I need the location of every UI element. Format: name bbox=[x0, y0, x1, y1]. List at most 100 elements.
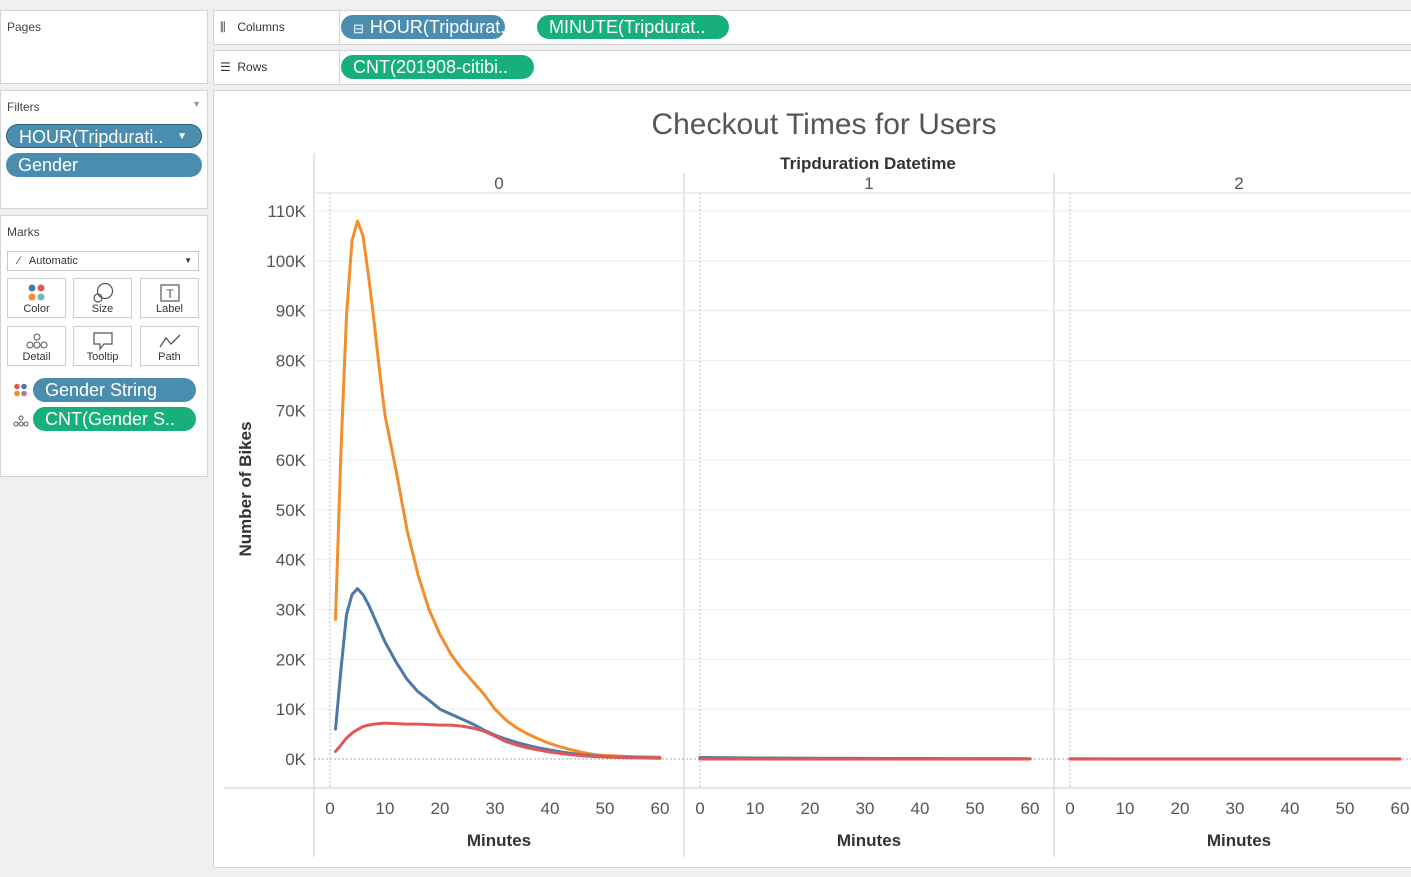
columns-label-text: Columns bbox=[237, 20, 285, 34]
path-icon bbox=[141, 330, 198, 352]
y-tick-label: 10K bbox=[276, 700, 307, 719]
column-header-title: Tripduration Datetime bbox=[780, 154, 956, 173]
x-tick-label: 30 bbox=[486, 799, 505, 818]
y-tick-label: 70K bbox=[276, 401, 307, 420]
color-button[interactable]: Color bbox=[7, 278, 66, 318]
filters-label: Filters bbox=[7, 100, 40, 114]
x-tick-label: 0 bbox=[695, 799, 704, 818]
color-button-label: Color bbox=[23, 303, 50, 315]
rows-icon: ☰ bbox=[220, 60, 231, 74]
detail-icon bbox=[8, 330, 65, 352]
filter-pill-hour[interactable]: HOUR(Tripdurati.. ▼ bbox=[6, 124, 202, 148]
size-button[interactable]: Size bbox=[73, 278, 132, 318]
path-button-label: Path bbox=[158, 351, 181, 363]
rows-pill-count-label: CNT(201908-citibi.. bbox=[353, 57, 509, 77]
x-tick-label: 10 bbox=[746, 799, 765, 818]
x-axis-title: Minutes bbox=[1207, 831, 1271, 850]
x-tick-label: 40 bbox=[541, 799, 560, 818]
collapse-icon[interactable]: ⊟ bbox=[353, 21, 364, 36]
color-field-icon bbox=[13, 383, 29, 402]
y-tick-label: 80K bbox=[276, 351, 307, 370]
line-chart: Checkout Times for Users Tripduration Da… bbox=[224, 108, 1411, 857]
series-line bbox=[334, 219, 662, 759]
columns-pill-hour[interactable]: ⊟ HOUR(Tripdurat.. bbox=[341, 15, 505, 39]
y-axis-title: Number of Bikes bbox=[236, 421, 255, 556]
pane-header-label: 0 bbox=[494, 174, 503, 193]
x-tick-label: 50 bbox=[596, 799, 615, 818]
pane-header-label: 1 bbox=[864, 174, 873, 193]
detail-field-icon bbox=[13, 414, 29, 432]
rows-pill-count[interactable]: CNT(201908-citibi.. bbox=[341, 55, 534, 79]
y-tick-label: 20K bbox=[276, 650, 307, 669]
line-mark-icon: ⁄ bbox=[18, 255, 20, 267]
columns-pill-minute-label: MINUTE(Tripdurat.. bbox=[549, 17, 706, 37]
y-tick-label: 40K bbox=[276, 551, 307, 570]
label-button-label: Label bbox=[156, 303, 183, 315]
tooltip-button[interactable]: Tooltip bbox=[73, 326, 132, 366]
x-tick-label: 0 bbox=[1065, 799, 1074, 818]
columns-icon: ⫼ bbox=[220, 20, 226, 34]
x-tick-label: 40 bbox=[911, 799, 930, 818]
y-tick-label: 90K bbox=[276, 302, 307, 321]
dropdown-arrow-icon[interactable]: ▼ bbox=[177, 131, 187, 142]
rows-shelf-label: ☰ Rows bbox=[220, 60, 267, 74]
chart-title: Checkout Times for Users bbox=[651, 108, 996, 141]
path-button[interactable]: Path bbox=[140, 326, 199, 366]
marks-field-cnt-gender-label: CNT(Gender S.. bbox=[45, 409, 176, 429]
mark-type-value: Automatic bbox=[28, 255, 78, 267]
x-tick-label: 30 bbox=[856, 799, 875, 818]
x-tick-label: 10 bbox=[376, 799, 395, 818]
y-tick-label: 100K bbox=[266, 252, 306, 271]
x-tick-label: 40 bbox=[1281, 799, 1300, 818]
x-tick-label: 20 bbox=[431, 799, 450, 818]
x-tick-label: 0 bbox=[325, 799, 334, 818]
filters-menu-chevron-icon[interactable]: ▼ bbox=[192, 99, 201, 109]
y-tick-label: 50K bbox=[276, 501, 307, 520]
size-button-label: Size bbox=[91, 303, 114, 315]
marks-label: Marks bbox=[7, 225, 40, 239]
viz-area: Checkout Times for Users Tripduration Da… bbox=[213, 90, 1411, 868]
marks-field-gender-string[interactable]: Gender String bbox=[33, 378, 196, 402]
series-line bbox=[334, 587, 662, 760]
filter-pill-hour-label: HOUR(Tripdurati.. bbox=[19, 127, 164, 147]
filters-card: Filters ▼ bbox=[0, 90, 208, 209]
x-axis-title: Minutes bbox=[467, 831, 531, 850]
pages-card: Pages bbox=[0, 10, 208, 84]
x-tick-label: 50 bbox=[966, 799, 985, 818]
pages-label: Pages bbox=[7, 20, 42, 34]
size-icon bbox=[74, 282, 131, 304]
x-tick-label: 30 bbox=[1226, 799, 1245, 818]
x-tick-label: 50 bbox=[1336, 799, 1355, 818]
pane-header-label: 2 bbox=[1234, 174, 1243, 193]
mark-type-select[interactable]: ⁄ Automatic ▼ bbox=[7, 251, 199, 271]
y-tick-label: 30K bbox=[276, 601, 307, 620]
y-tick-label: 0K bbox=[285, 750, 306, 769]
marks-field-cnt-gender[interactable]: CNT(Gender S.. bbox=[33, 407, 196, 431]
filter-pill-gender-label: Gender bbox=[18, 155, 79, 175]
rows-label-text: Rows bbox=[237, 60, 268, 74]
x-tick-label: 10 bbox=[1116, 799, 1135, 818]
x-tick-label: 60 bbox=[1021, 799, 1040, 818]
color-icon bbox=[8, 282, 65, 304]
columns-pill-hour-label: HOUR(Tripdurat.. bbox=[369, 17, 505, 37]
x-tick-label: 20 bbox=[801, 799, 820, 818]
shelf-divider bbox=[339, 11, 340, 44]
label-button[interactable]: T Label bbox=[140, 278, 199, 318]
tooltip-icon bbox=[74, 330, 131, 352]
x-tick-label: 60 bbox=[651, 799, 670, 818]
svg-text:T: T bbox=[166, 287, 174, 301]
series-line bbox=[334, 721, 662, 760]
x-axis-title: Minutes bbox=[837, 831, 901, 850]
detail-button-label: Detail bbox=[22, 351, 51, 363]
filter-pill-gender[interactable]: Gender bbox=[6, 153, 202, 177]
shelf-divider bbox=[339, 51, 340, 84]
y-tick-label: 60K bbox=[276, 451, 307, 470]
detail-button[interactable]: Detail bbox=[7, 326, 66, 366]
columns-pill-minute[interactable]: MINUTE(Tripdurat.. bbox=[537, 15, 729, 39]
y-tick-label: 110K bbox=[268, 202, 307, 221]
text-label-icon: T bbox=[141, 282, 198, 304]
x-tick-label: 60 bbox=[1391, 799, 1410, 818]
marks-field-gender-string-label: Gender String bbox=[45, 380, 158, 400]
chevron-down-icon: ▼ bbox=[184, 256, 192, 265]
tooltip-button-label: Tooltip bbox=[86, 351, 119, 363]
